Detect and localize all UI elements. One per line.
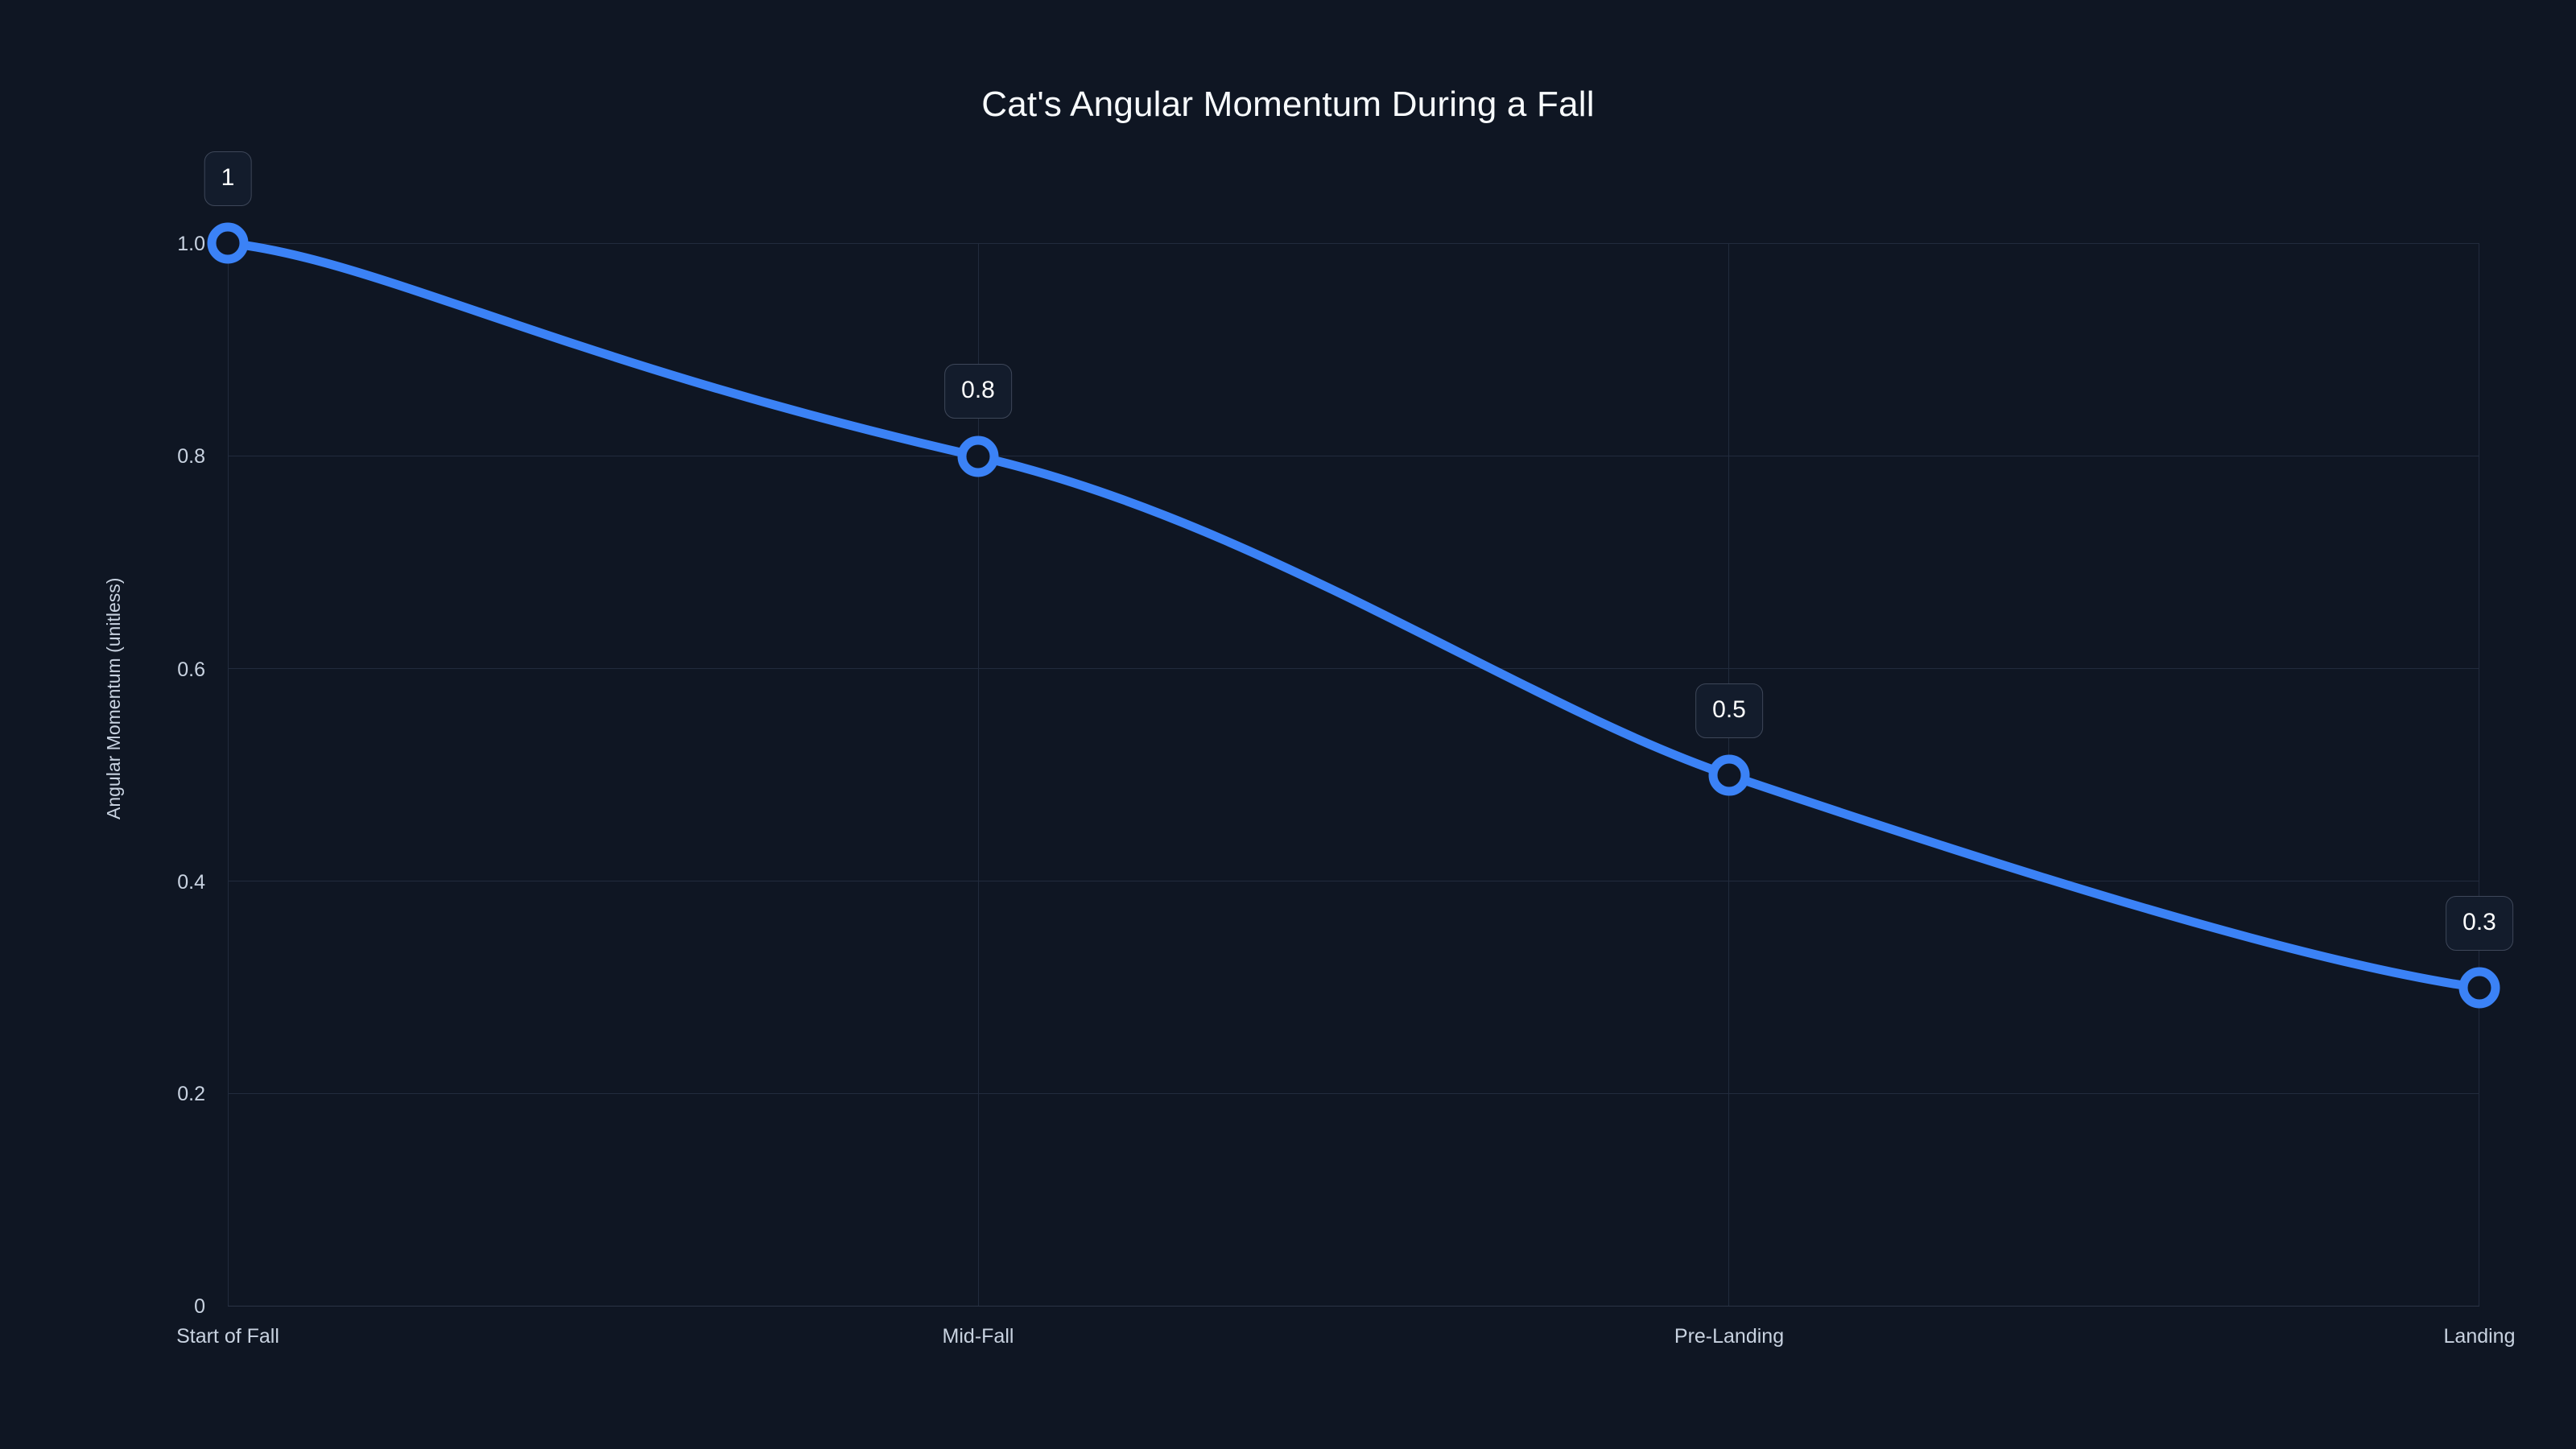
gridline-horizontal bbox=[228, 1093, 2479, 1094]
y-axis-tick-label: 0.6 bbox=[177, 658, 205, 681]
data-label-badge-start-of-fall: 1 bbox=[204, 151, 252, 206]
y-axis-tick-2: 0.8 bbox=[0, 447, 205, 467]
gridline-vertical bbox=[228, 243, 229, 1306]
y-axis-tick-label: 0.8 bbox=[177, 445, 205, 468]
x-axis-tick-landing: Landing bbox=[2443, 1325, 2516, 1348]
y-axis-tick-label: 0.2 bbox=[177, 1083, 205, 1105]
y-axis-title-wrapper: Angular Momentum (unitless) bbox=[87, 497, 124, 819]
y-axis-tick-1: 1.0 bbox=[0, 234, 205, 254]
plot-area bbox=[228, 243, 2479, 1306]
data-label-badge-mid-fall: 0.8 bbox=[944, 364, 1012, 419]
gridline-horizontal bbox=[228, 668, 2479, 669]
x-axis-tick-mid-fall: Mid-Fall bbox=[942, 1325, 1014, 1348]
y-axis-tick-3: 0.6 bbox=[0, 660, 205, 680]
y-axis-tick-4: 0.4 bbox=[0, 873, 205, 893]
data-label-badge-landing: 0.3 bbox=[2446, 896, 2513, 951]
y-axis-tick-label: 0 bbox=[194, 1295, 205, 1318]
y-axis-tick-5: 0.2 bbox=[0, 1084, 205, 1104]
chart-title: Cat's Angular Momentum During a Fall bbox=[981, 85, 1595, 124]
x-axis-tick-start-of-fall: Start of Fall bbox=[176, 1325, 279, 1348]
y-axis-tick-label: 1.0 bbox=[177, 233, 205, 255]
gridline-horizontal bbox=[228, 243, 2479, 244]
y-axis-tick-label: 0.4 bbox=[177, 871, 205, 894]
gridline-vertical bbox=[1728, 243, 1729, 1306]
x-axis-baseline bbox=[228, 1306, 2479, 1307]
y-axis-title: Angular Momentum (unitless) bbox=[103, 577, 124, 819]
x-axis-tick-pre-landing: Pre-Landing bbox=[1674, 1325, 1785, 1348]
y-axis-tick-6: 0 bbox=[0, 1297, 205, 1317]
data-label-badge-pre-landing: 0.5 bbox=[1695, 683, 1763, 738]
